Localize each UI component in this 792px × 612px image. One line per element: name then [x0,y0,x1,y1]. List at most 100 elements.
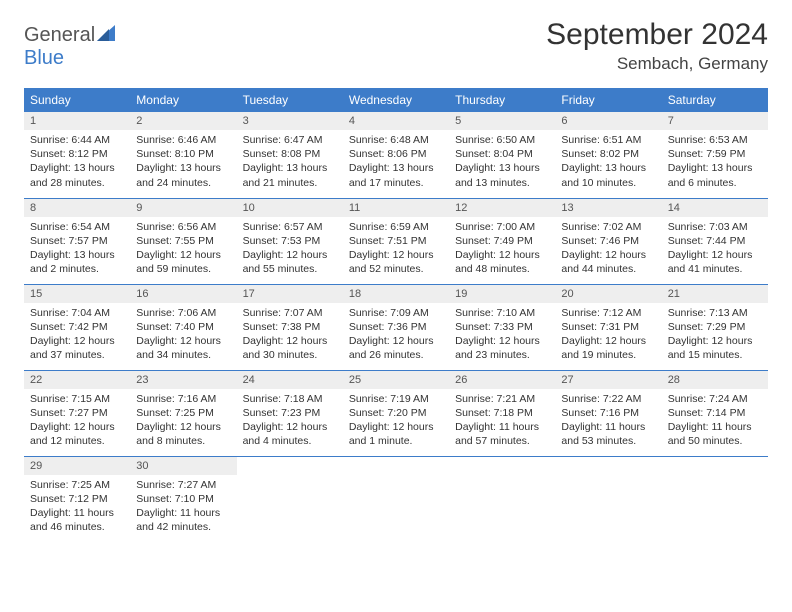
sunrise: Sunrise: 6:56 AM [136,220,230,234]
daylight-line1: Daylight: 13 hours [30,248,124,262]
day-number: 13 [555,199,661,217]
day-cell: 10Sunrise: 6:57 AMSunset: 7:53 PMDayligh… [237,198,343,284]
day-cell: 3Sunrise: 6:47 AMSunset: 8:08 PMDaylight… [237,112,343,198]
day-details: Sunrise: 6:46 AMSunset: 8:10 PMDaylight:… [130,130,236,194]
day-details: Sunrise: 7:04 AMSunset: 7:42 PMDaylight:… [24,303,130,367]
day-number: 12 [449,199,555,217]
day-cell: 18Sunrise: 7:09 AMSunset: 7:36 PMDayligh… [343,284,449,370]
day-number: 29 [24,457,130,475]
sunrise: Sunrise: 7:02 AM [561,220,655,234]
day-cell [449,456,555,542]
day-number: 28 [662,371,768,389]
day-cell: 15Sunrise: 7:04 AMSunset: 7:42 PMDayligh… [24,284,130,370]
daylight-line1: Daylight: 12 hours [561,334,655,348]
day-details: Sunrise: 7:06 AMSunset: 7:40 PMDaylight:… [130,303,236,367]
day-details: Sunrise: 7:03 AMSunset: 7:44 PMDaylight:… [662,217,768,281]
daylight-line2: and 44 minutes. [561,262,655,276]
daylight-line2: and 30 minutes. [243,348,337,362]
day-details: Sunrise: 7:12 AMSunset: 7:31 PMDaylight:… [555,303,661,367]
sunrise: Sunrise: 7:06 AM [136,306,230,320]
daylight-line1: Daylight: 13 hours [30,161,124,175]
daylight-line1: Daylight: 13 hours [136,161,230,175]
day-details: Sunrise: 6:57 AMSunset: 7:53 PMDaylight:… [237,217,343,281]
sunrise: Sunrise: 6:53 AM [668,133,762,147]
daylight-line1: Daylight: 11 hours [30,506,124,520]
daylight-line1: Daylight: 12 hours [668,248,762,262]
daylight-line1: Daylight: 11 hours [668,420,762,434]
sunrise: Sunrise: 6:57 AM [243,220,337,234]
day-details: Sunrise: 6:56 AMSunset: 7:55 PMDaylight:… [130,217,236,281]
day-details: Sunrise: 7:15 AMSunset: 7:27 PMDaylight:… [24,389,130,453]
day-details: Sunrise: 6:59 AMSunset: 7:51 PMDaylight:… [343,217,449,281]
col-wednesday: Wednesday [343,88,449,112]
daylight-line2: and 52 minutes. [349,262,443,276]
col-thursday: Thursday [449,88,555,112]
day-number: 18 [343,285,449,303]
day-details: Sunrise: 7:22 AMSunset: 7:16 PMDaylight:… [555,389,661,453]
daylight-line1: Daylight: 13 hours [668,161,762,175]
daylight-line2: and 24 minutes. [136,176,230,190]
day-number: 7 [662,112,768,130]
day-details: Sunrise: 7:09 AMSunset: 7:36 PMDaylight:… [343,303,449,367]
daylight-line2: and 34 minutes. [136,348,230,362]
week-row: 1Sunrise: 6:44 AMSunset: 8:12 PMDaylight… [24,112,768,198]
day-cell: 16Sunrise: 7:06 AMSunset: 7:40 PMDayligh… [130,284,236,370]
day-details: Sunrise: 7:10 AMSunset: 7:33 PMDaylight:… [449,303,555,367]
sunset: Sunset: 7:31 PM [561,320,655,334]
sunrise: Sunrise: 6:51 AM [561,133,655,147]
daylight-line2: and 28 minutes. [30,176,124,190]
sunset: Sunset: 7:38 PM [243,320,337,334]
sunset: Sunset: 7:10 PM [136,492,230,506]
sunset: Sunset: 8:10 PM [136,147,230,161]
daylight-line2: and 17 minutes. [349,176,443,190]
daylight-line2: and 46 minutes. [30,520,124,534]
brand-text: General Blue [24,24,115,70]
day-cell: 8Sunrise: 6:54 AMSunset: 7:57 PMDaylight… [24,198,130,284]
col-monday: Monday [130,88,236,112]
daylight-line2: and 13 minutes. [455,176,549,190]
daylight-line1: Daylight: 13 hours [455,161,549,175]
week-row: 15Sunrise: 7:04 AMSunset: 7:42 PMDayligh… [24,284,768,370]
day-number: 16 [130,285,236,303]
sunset: Sunset: 7:59 PM [668,147,762,161]
daylight-line1: Daylight: 12 hours [349,334,443,348]
day-number: 11 [343,199,449,217]
sail-icon [97,24,115,47]
day-cell: 29Sunrise: 7:25 AMSunset: 7:12 PMDayligh… [24,456,130,542]
title-block: September 2024 Sembach, Germany [546,18,768,74]
sunset: Sunset: 7:25 PM [136,406,230,420]
week-row: 22Sunrise: 7:15 AMSunset: 7:27 PMDayligh… [24,370,768,456]
daylight-line2: and 55 minutes. [243,262,337,276]
sunrise: Sunrise: 7:10 AM [455,306,549,320]
day-number: 9 [130,199,236,217]
sunrise: Sunrise: 7:15 AM [30,392,124,406]
day-number: 10 [237,199,343,217]
sunrise: Sunrise: 6:54 AM [30,220,124,234]
daylight-line1: Daylight: 12 hours [136,420,230,434]
day-details: Sunrise: 7:07 AMSunset: 7:38 PMDaylight:… [237,303,343,367]
sunrise: Sunrise: 7:13 AM [668,306,762,320]
sunset: Sunset: 7:42 PM [30,320,124,334]
sunrise: Sunrise: 6:46 AM [136,133,230,147]
day-cell [662,456,768,542]
sunrise: Sunrise: 7:07 AM [243,306,337,320]
calendar-body: 1Sunrise: 6:44 AMSunset: 8:12 PMDaylight… [24,112,768,542]
brand-logo: General Blue [24,18,115,70]
sunrise: Sunrise: 6:44 AM [30,133,124,147]
sunset: Sunset: 7:40 PM [136,320,230,334]
col-tuesday: Tuesday [237,88,343,112]
day-details: Sunrise: 7:13 AMSunset: 7:29 PMDaylight:… [662,303,768,367]
sunset: Sunset: 7:51 PM [349,234,443,248]
day-cell: 19Sunrise: 7:10 AMSunset: 7:33 PMDayligh… [449,284,555,370]
sunrise: Sunrise: 7:24 AM [668,392,762,406]
day-number: 8 [24,199,130,217]
daylight-line1: Daylight: 12 hours [243,334,337,348]
sunset: Sunset: 8:02 PM [561,147,655,161]
day-number: 5 [449,112,555,130]
day-cell: 25Sunrise: 7:19 AMSunset: 7:20 PMDayligh… [343,370,449,456]
day-details: Sunrise: 7:00 AMSunset: 7:49 PMDaylight:… [449,217,555,281]
day-cell: 26Sunrise: 7:21 AMSunset: 7:18 PMDayligh… [449,370,555,456]
daylight-line1: Daylight: 13 hours [243,161,337,175]
day-number: 19 [449,285,555,303]
day-cell: 23Sunrise: 7:16 AMSunset: 7:25 PMDayligh… [130,370,236,456]
